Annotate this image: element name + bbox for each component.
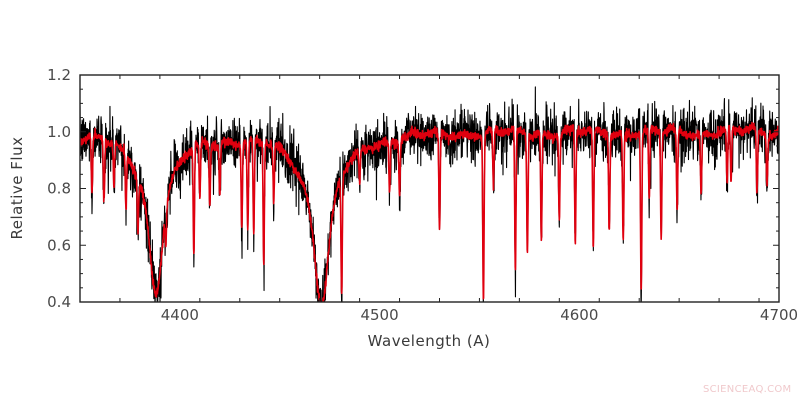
observed-spectrum-line (80, 86, 779, 302)
y-tick-label: 1.2 (47, 66, 71, 84)
x-tick-label: 4700 (760, 306, 798, 324)
watermark: SCIENCEAQ.COM (703, 384, 792, 395)
axis-ticks (79, 74, 779, 303)
y-tick-label: 0.8 (47, 180, 71, 198)
y-tick-label: 0.4 (47, 293, 71, 311)
y-axis-label: Relative Flux (8, 137, 26, 240)
model-fit-line (80, 121, 779, 302)
x-tick-label: 4600 (560, 306, 598, 324)
x-axis-label: Wavelength (A) (368, 332, 491, 350)
x-tick-label: 4500 (360, 306, 398, 324)
y-tick-label: 0.6 (47, 236, 71, 254)
y-tick-label: 1.0 (47, 123, 71, 141)
plot-frame (79, 74, 780, 303)
tick-labels: 4400 4500 4600 4700 0.4 0.6 0.8 1.0 1.2 (47, 66, 798, 324)
x-tick-label: 4400 (161, 306, 199, 324)
series-layer (80, 86, 779, 302)
